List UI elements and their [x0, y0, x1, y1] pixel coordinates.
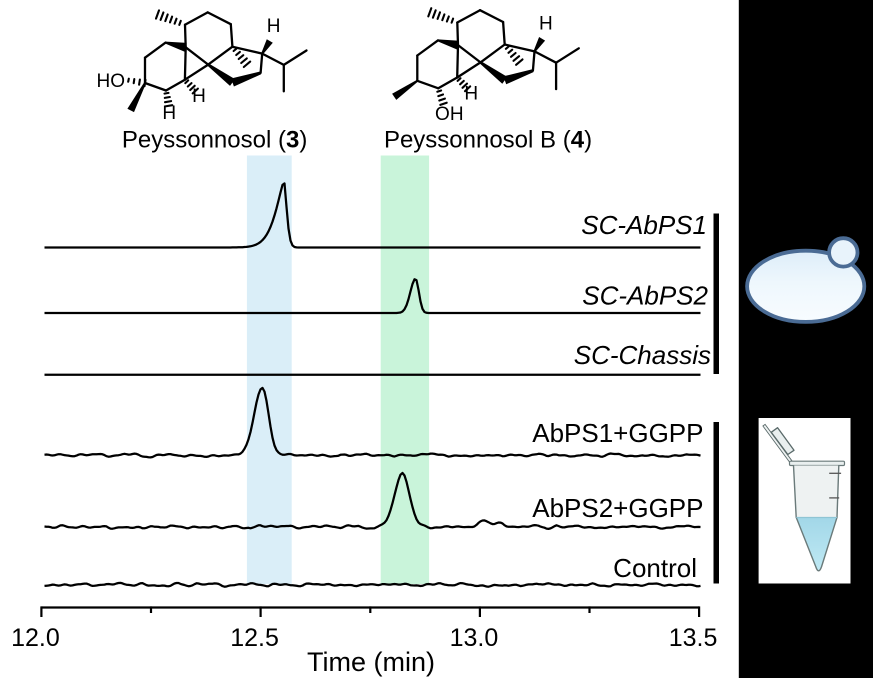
svg-text:HO: HO — [97, 71, 126, 92]
svg-text:SC-AbPS1: SC-AbPS1 — [581, 210, 707, 240]
svg-text:Control: Control — [613, 553, 697, 583]
svg-text:H: H — [539, 14, 553, 35]
svg-text:12.5: 12.5 — [230, 624, 279, 652]
svg-text:12.0: 12.0 — [11, 624, 60, 652]
svg-text:Time (min): Time (min) — [307, 647, 435, 677]
svg-text:AbPS2+GGPP: AbPS2+GGPP — [532, 493, 703, 523]
svg-text:H: H — [464, 84, 478, 105]
svg-text:13.0: 13.0 — [450, 624, 499, 652]
svg-text:H: H — [267, 16, 281, 37]
svg-text:SC-Chassis: SC-Chassis — [574, 340, 711, 370]
svg-text:SC-AbPS2: SC-AbPS2 — [582, 281, 708, 311]
svg-text:H: H — [192, 86, 206, 107]
svg-text:13.5: 13.5 — [669, 624, 718, 652]
svg-text:AbPS1+GGPP: AbPS1+GGPP — [532, 418, 703, 448]
svg-text:OH: OH — [435, 104, 464, 125]
svg-text:Peyssonnosol B (4): Peyssonnosol B (4) — [384, 127, 592, 154]
svg-text:H: H — [162, 103, 176, 124]
svg-text:Peyssonnosol (3): Peyssonnosol (3) — [122, 127, 307, 154]
